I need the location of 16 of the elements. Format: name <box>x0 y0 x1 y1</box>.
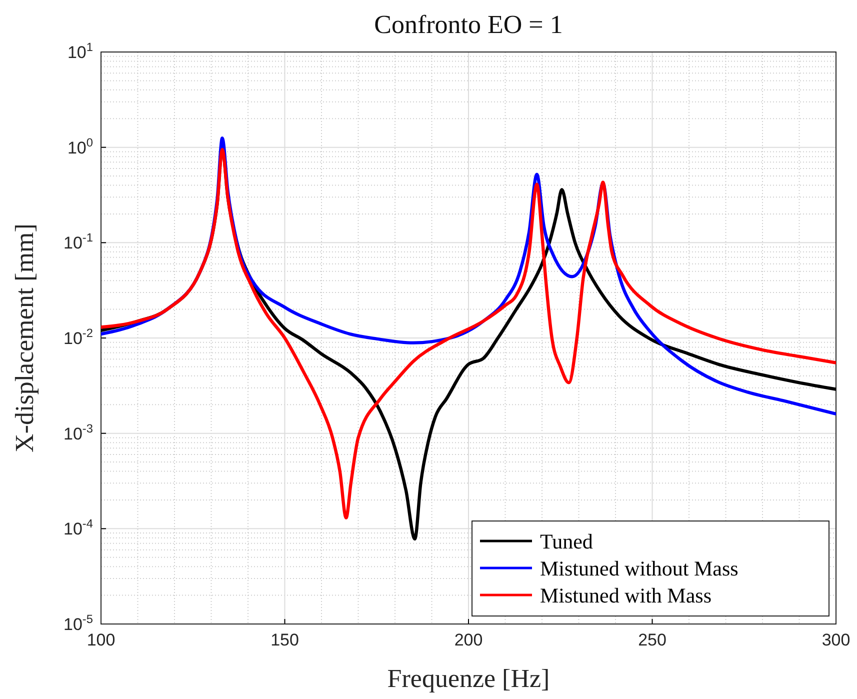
x-tick-label: 300 <box>822 630 850 650</box>
y-tick-label: 10$^{0}$ <box>67 135 94 158</box>
x-tick-label: 200 <box>454 630 483 650</box>
y-tick-label: 10$^{1}$ <box>67 40 94 62</box>
x-tick-label: 250 <box>638 630 666 650</box>
legend-label: Tuned <box>540 529 594 554</box>
legend-label: Mistuned without Mass <box>540 556 738 580</box>
y-tick-label: 10$^{-1}$ <box>64 230 94 253</box>
legend-label: Mistuned with Mass <box>540 583 712 608</box>
y-tick-label: 10$^{-2}$ <box>64 326 94 348</box>
y-tick-label: 10$^{-4}$ <box>64 516 94 539</box>
y-axis-title: X-displacement [mm] <box>10 224 39 452</box>
y-tick-label: 10$^{-3}$ <box>64 421 94 444</box>
x-axis-title: Frequenze [Hz] <box>387 664 550 693</box>
chart-title: Confronto EO = 1 <box>374 10 563 39</box>
x-tick-label: 150 <box>270 630 299 650</box>
